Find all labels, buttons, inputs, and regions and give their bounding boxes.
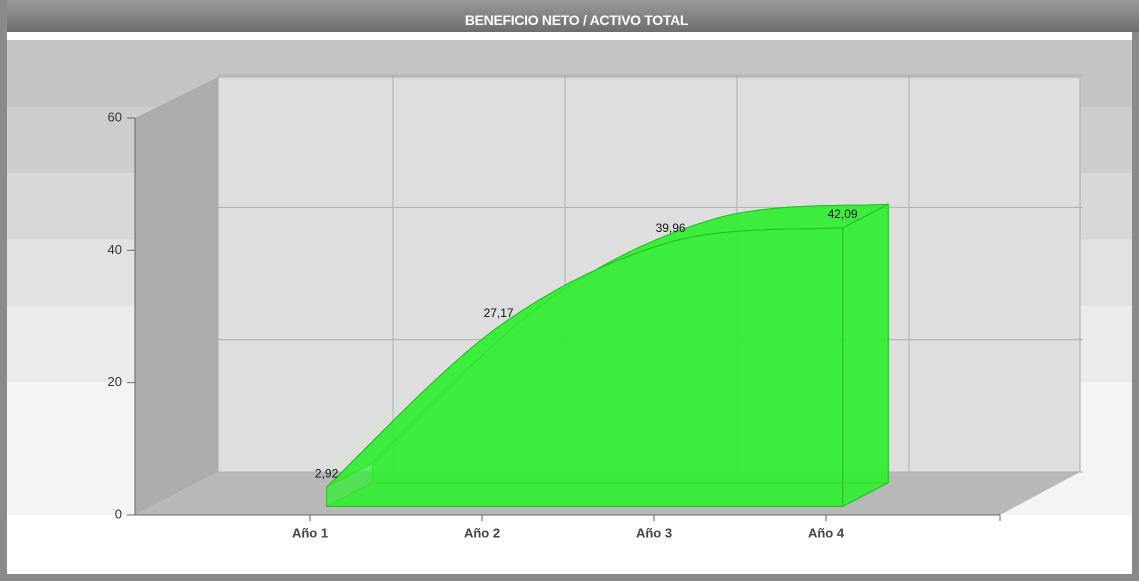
- x-tick-label: Año 2: [464, 525, 500, 540]
- x-tick-label: Año 4: [808, 525, 845, 540]
- y-tick-label: 0: [115, 506, 122, 521]
- left-wall: [135, 77, 218, 515]
- value-label: 27,17: [484, 306, 514, 320]
- value-label: 42,09: [828, 207, 858, 221]
- y-tick-label: 40: [108, 242, 122, 257]
- value-label: 39,96: [656, 221, 686, 235]
- x-tick-label: Año 3: [636, 525, 672, 540]
- chart-title: BENEFICIO NETO / ACTIVO TOTAL: [7, 0, 1139, 32]
- x-tick-label: Año 1: [292, 525, 328, 540]
- area-side: [842, 203, 889, 508]
- value-label: 2,92: [315, 466, 339, 480]
- y-tick-label: 20: [108, 374, 122, 389]
- y-tick-label: 60: [108, 109, 122, 124]
- area: [326, 227, 844, 507]
